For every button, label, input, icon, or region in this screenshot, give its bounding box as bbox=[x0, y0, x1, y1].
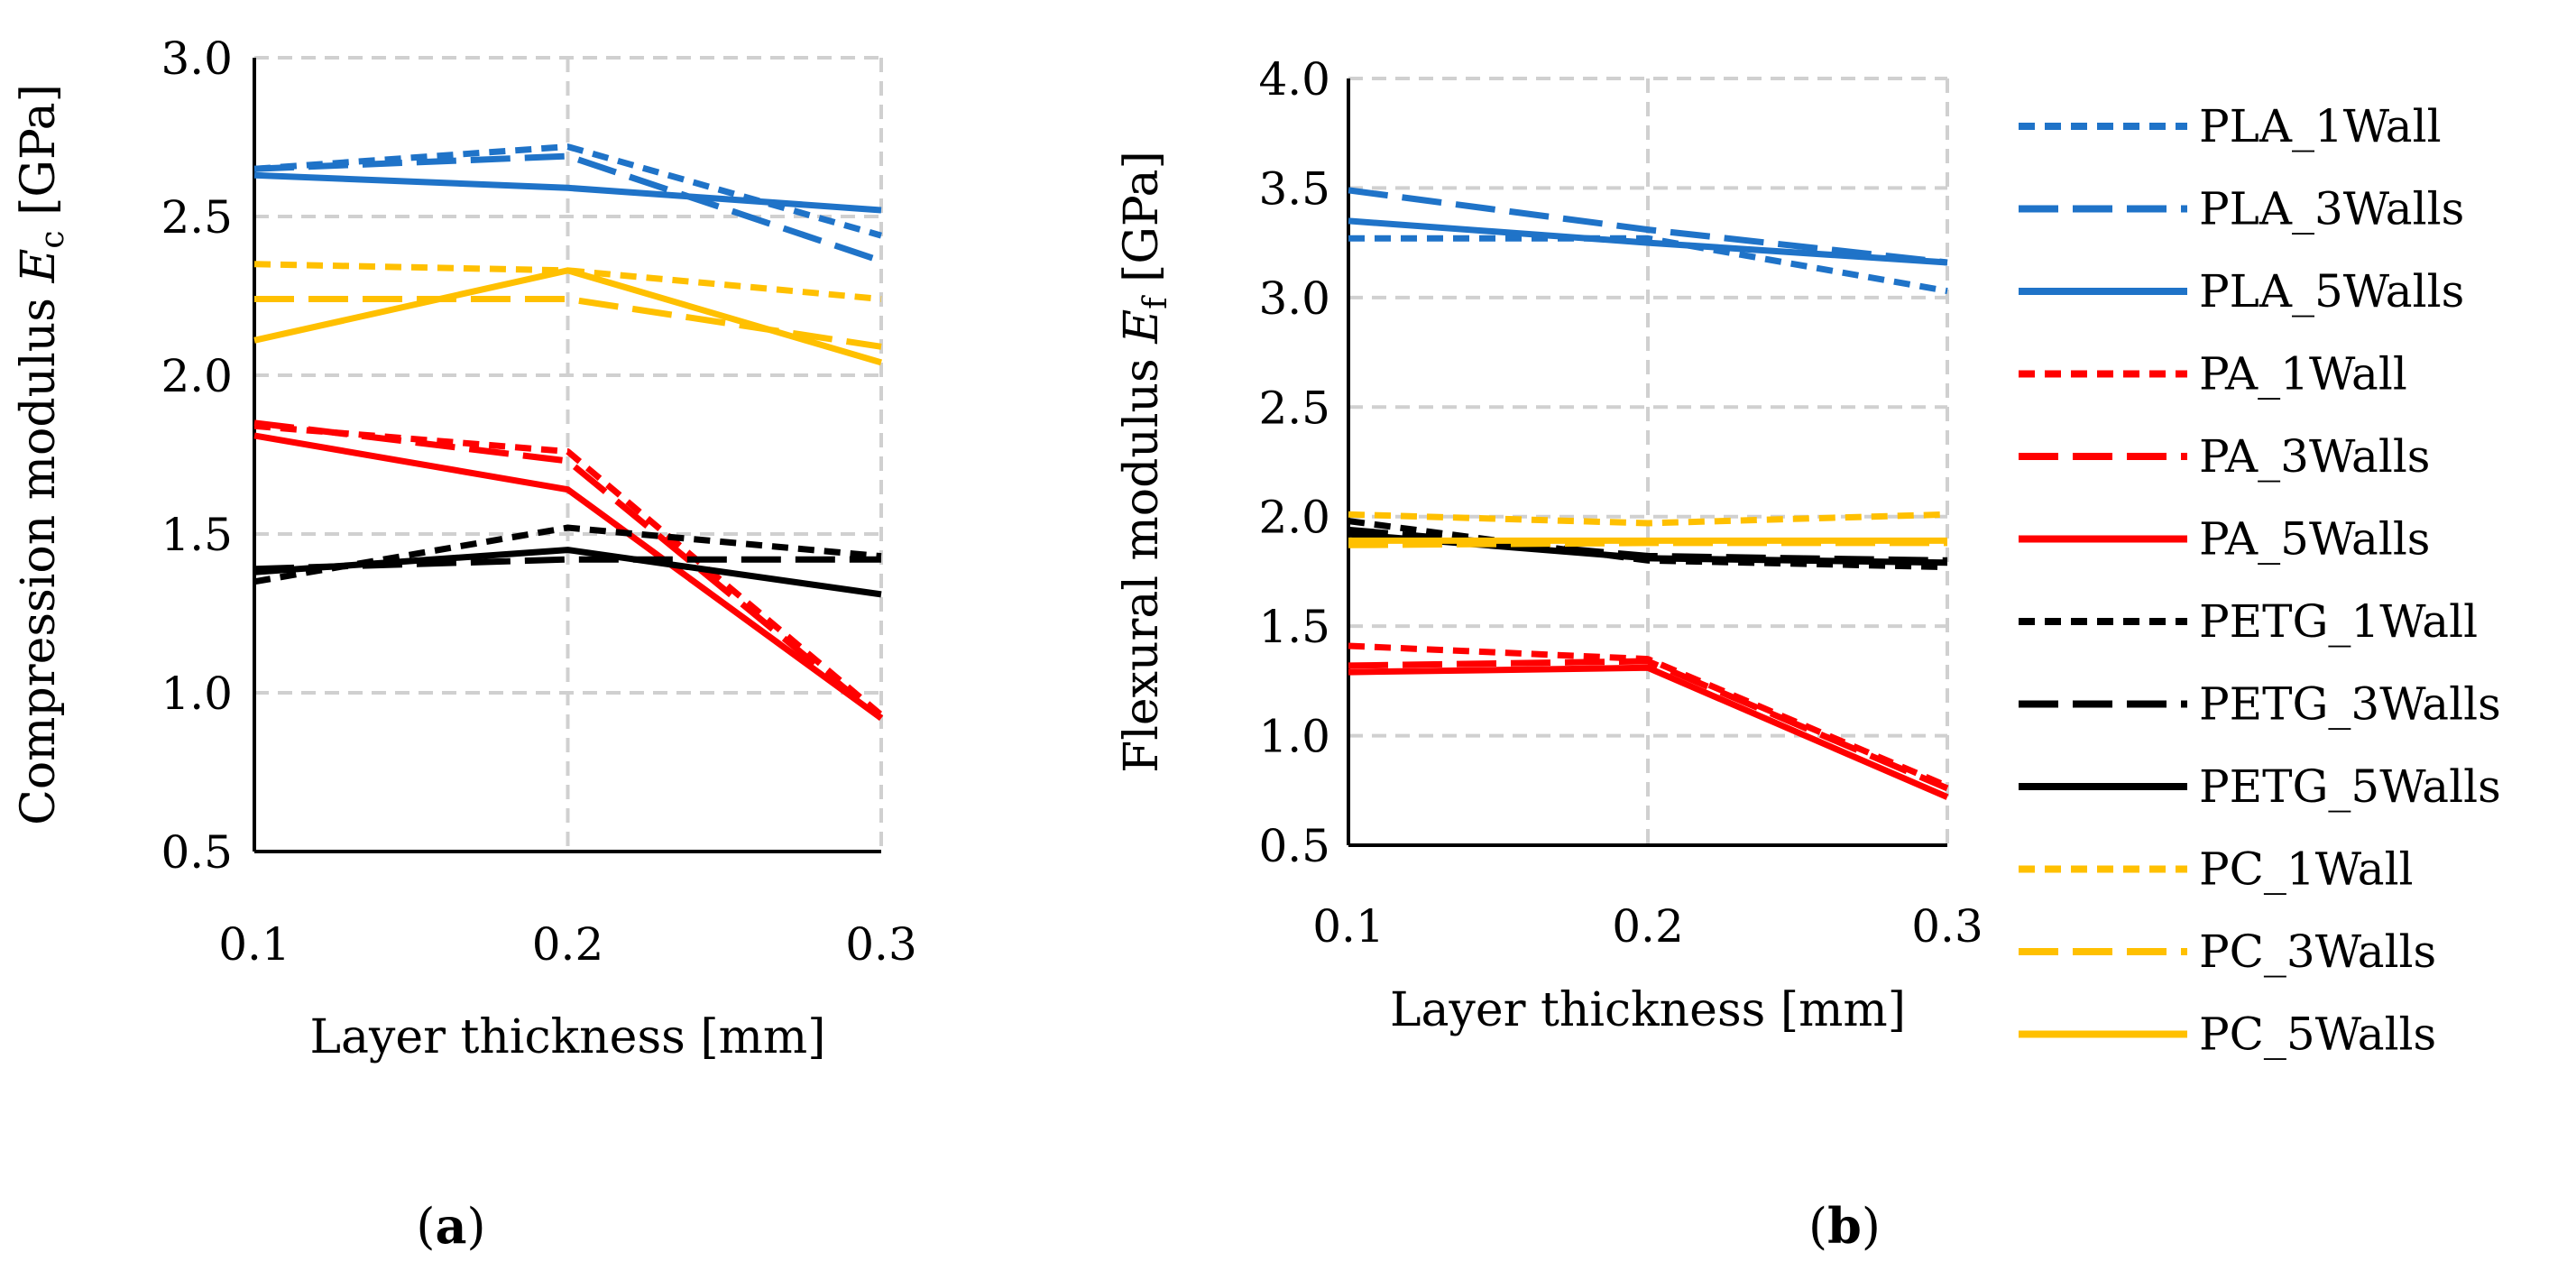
series-line-pc-5walls bbox=[253, 267, 882, 366]
y-tick-label: 2.0 bbox=[161, 350, 233, 402]
series-line-pla-5walls bbox=[1348, 217, 1948, 266]
y-tick-label: 3.5 bbox=[1258, 162, 1330, 215]
series-line-pa-5walls bbox=[1348, 664, 1949, 800]
series-line-pc-1wall bbox=[1348, 511, 1948, 527]
series-line-pa-1wall bbox=[253, 422, 884, 718]
x-axis-title: Layer thickness [mm] bbox=[1390, 983, 1906, 1037]
legend-item-petg-1wall: PETG_1Wall bbox=[2019, 595, 2478, 648]
x-axis-title: Layer thickness [mm] bbox=[309, 1010, 825, 1064]
y-tick-label: 2.5 bbox=[1258, 382, 1330, 434]
legend-item-pla-5walls: PLA_5Walls bbox=[2019, 265, 2464, 318]
caption-a: (a) bbox=[416, 1197, 485, 1255]
caption-a-letter: a bbox=[436, 1197, 467, 1255]
y-axis-title: Compression modulus Ec [GPa] bbox=[12, 84, 71, 825]
legend-label: PETG_1Wall bbox=[2199, 595, 2478, 648]
x-tick-label: 0.3 bbox=[1911, 900, 1983, 953]
legend: PLA_1Wall PLA_3Walls PLA_5Walls PA_1Wall PA_… bbox=[2019, 100, 2501, 1061]
x-tick-label: 0.3 bbox=[845, 918, 917, 971]
legend-label: PLA_3Walls bbox=[2199, 183, 2464, 235]
legend-label: PC_1Wall bbox=[2199, 843, 2414, 896]
series-line-petg-3walls bbox=[253, 556, 881, 573]
legend-label: PC_5Walls bbox=[2199, 1008, 2436, 1061]
legend-label: PA_3Walls bbox=[2199, 430, 2430, 483]
legend-label: PETG_3Walls bbox=[2199, 678, 2501, 731]
legend-item-pla-3walls: PLA_3Walls bbox=[2019, 183, 2464, 235]
legend-item-pc-3walls: PC_3Walls bbox=[2019, 925, 2436, 978]
caption-b: (b) bbox=[1808, 1197, 1881, 1255]
series-line-pla-3walls bbox=[1348, 187, 1948, 266]
legend-label: PA_5Walls bbox=[2199, 513, 2430, 566]
legend-item-pa-3walls: PA_3Walls bbox=[2019, 430, 2430, 483]
x-tick-label: 0.2 bbox=[1612, 900, 1684, 953]
y-tick-label: 1.0 bbox=[161, 668, 233, 720]
legend-item-pa-5walls: PA_5Walls bbox=[2019, 513, 2430, 566]
series-line-pc-1wall bbox=[253, 261, 882, 302]
y-tick-label: 4.0 bbox=[1258, 53, 1330, 106]
series-line-pa-3walls bbox=[1348, 658, 1949, 792]
y-axis-title: Flexural modulus Ef [GPa] bbox=[1115, 151, 1174, 773]
series-line-petg-5walls bbox=[253, 547, 882, 598]
caption-b-letter: b bbox=[1827, 1197, 1862, 1255]
y-tick-label: 2.5 bbox=[161, 191, 233, 244]
legend-label: PC_3Walls bbox=[2199, 925, 2436, 978]
legend-label: PA_1Wall bbox=[2199, 348, 2407, 401]
y-tick-label: 3.0 bbox=[161, 32, 233, 85]
legend-item-pla-1wall: PLA_1Wall bbox=[2019, 100, 2442, 152]
y-tick-label: 1.5 bbox=[161, 509, 233, 561]
x-tick-label: 0.1 bbox=[1312, 900, 1385, 953]
legend-label: PETG_5Walls bbox=[2199, 760, 2501, 813]
y-tick-label: 0.5 bbox=[161, 826, 233, 879]
series-line-pla-5walls bbox=[253, 171, 882, 214]
y-tick-label: 3.0 bbox=[1258, 272, 1330, 325]
legend-item-petg-3walls: PETG_3Walls bbox=[2019, 678, 2501, 731]
series-line-pla-1wall bbox=[1348, 235, 1948, 295]
legend-label: PLA_1Wall bbox=[2199, 100, 2442, 152]
y-tick-label: 0.5 bbox=[1258, 820, 1330, 872]
series-line-pa-5walls bbox=[253, 432, 884, 722]
legend-item-pa-1wall: PA_1Wall bbox=[2019, 348, 2407, 401]
panel-a-compression-chart: 0.5 1.0 1.5 2.0 2.5 3.0 0.1 0.2 0.3 Layer thickne… bbox=[12, 32, 917, 1064]
legend-item-petg-5walls: PETG_5Walls bbox=[2019, 760, 2501, 813]
x-tick-label: 0.2 bbox=[532, 918, 604, 971]
legend-item-pc-1wall: PC_1Wall bbox=[2019, 843, 2414, 896]
y-tick-label: 1.5 bbox=[1258, 601, 1330, 653]
x-tick-label: 0.1 bbox=[218, 918, 290, 971]
legend-label: PLA_5Walls bbox=[2199, 265, 2464, 318]
legend-item-pc-5walls: PC_5Walls bbox=[2019, 1008, 2436, 1061]
y-tick-label: 1.0 bbox=[1258, 711, 1330, 763]
y-tick-label: 2.0 bbox=[1258, 492, 1330, 544]
